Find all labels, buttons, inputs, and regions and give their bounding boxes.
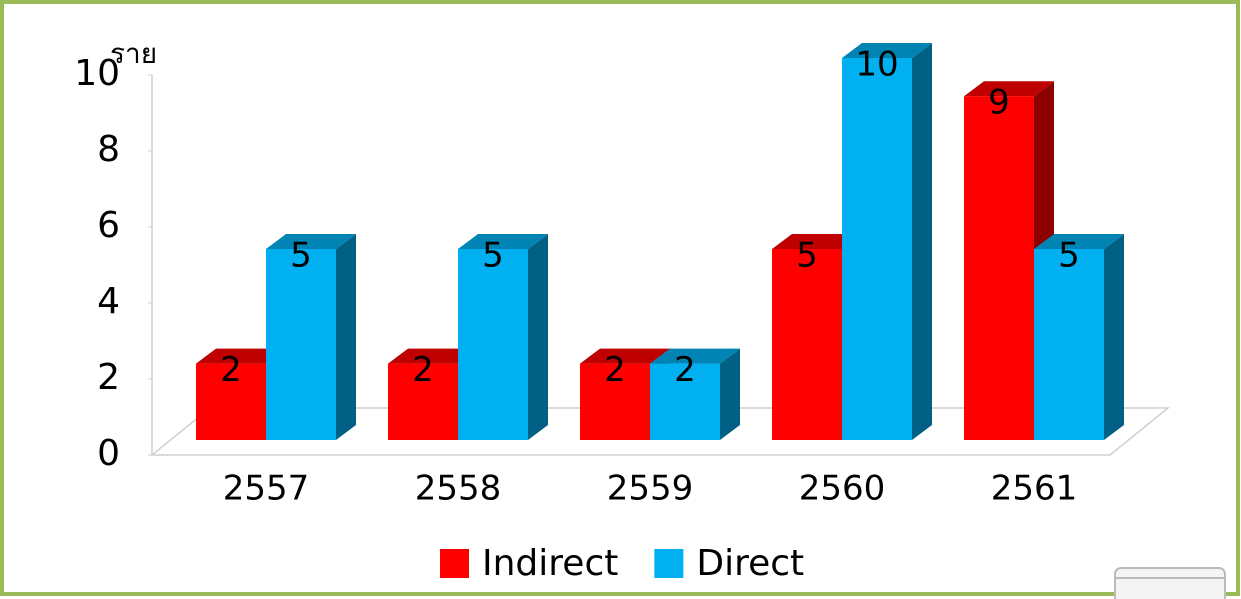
bar-front (580, 363, 650, 440)
y-tick-label: 8 (97, 129, 120, 170)
bar-front (1034, 249, 1104, 440)
x-tick-label: 2559 (607, 469, 694, 509)
bar-top (650, 348, 740, 364)
legend-label: Indirect (482, 543, 618, 584)
bar-top (580, 348, 670, 364)
y-tick-label: 10 (74, 53, 120, 94)
bar-front (842, 58, 912, 440)
bar-side (912, 43, 932, 440)
data-label: 2 (412, 350, 434, 390)
y-tick-label: 6 (97, 205, 120, 246)
y-axis-label: ราย (110, 37, 157, 70)
bar (1034, 234, 1124, 440)
bar-top (388, 348, 478, 364)
x-tick-label: 2560 (799, 469, 886, 509)
floor (149, 407, 1171, 456)
data-label: 5 (482, 236, 504, 276)
data-label: 9 (988, 83, 1010, 123)
bar (650, 348, 740, 440)
bar-side (528, 234, 548, 440)
bar-front (772, 249, 842, 440)
bar-front (650, 363, 720, 440)
calendar-icon (1114, 567, 1226, 599)
bar-side (1104, 234, 1124, 440)
data-label: 2 (604, 350, 626, 390)
legend-swatch (440, 549, 469, 578)
bar-top (266, 234, 356, 249)
y-tick-label: 4 (97, 281, 120, 322)
data-label: 10 (855, 45, 898, 85)
x-tick-label: 2558 (415, 469, 502, 509)
bar-top (1034, 234, 1124, 249)
bar-front (964, 96, 1034, 440)
x-tick-label: 2561 (991, 469, 1078, 509)
data-label: 2 (220, 350, 242, 390)
bar-top (964, 81, 1054, 97)
data-label: 5 (796, 236, 818, 276)
bar (266, 234, 356, 440)
bar (842, 43, 932, 440)
bar (458, 234, 548, 440)
bar-front (196, 363, 266, 440)
bar-side (336, 234, 356, 440)
bar-front (458, 249, 528, 440)
data-label: 2 (674, 350, 696, 390)
bar-top (196, 348, 286, 364)
legend-label: Direct (696, 543, 804, 584)
data-label: 5 (290, 236, 312, 276)
bar-front (388, 363, 458, 440)
y-tick-label: 0 (97, 433, 120, 474)
x-tick-label: 2557 (223, 469, 310, 509)
bar-top (458, 234, 548, 249)
bar-front (266, 249, 336, 440)
bar-side (720, 348, 740, 440)
bar-top (772, 234, 862, 249)
bar-top (842, 43, 932, 58)
data-label: 5 (1058, 236, 1080, 276)
legend-swatch (654, 549, 684, 578)
bar (964, 81, 1054, 440)
y-tick-label: 2 (97, 357, 120, 398)
